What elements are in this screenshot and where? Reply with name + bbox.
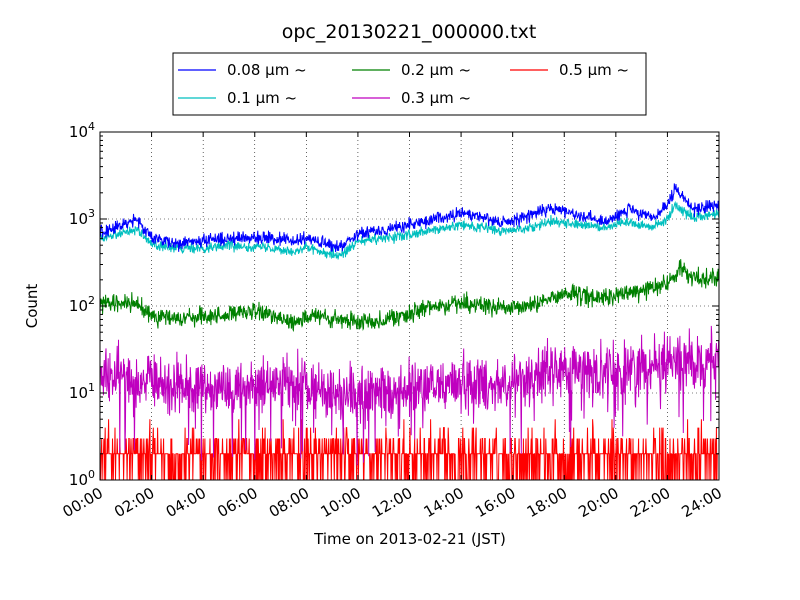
series-line bbox=[100, 325, 719, 466]
legend: 0.08 μm ~ 0.1 μm ~ 0.2 μm ~ 0.3 μm ~ 0.5 μm … bbox=[172, 52, 647, 116]
y-axis-tick-labels: 100 101 102 103 104 bbox=[69, 120, 95, 489]
y-tick-label: 102 bbox=[69, 294, 95, 315]
legend-label: 0.3 μm ~ bbox=[401, 89, 471, 107]
series-line bbox=[100, 419, 719, 480]
y-tick-label: 103 bbox=[69, 207, 95, 228]
x-axis-label: Time on 2013-02-21 (JST) bbox=[313, 530, 506, 548]
y-tick-label: 104 bbox=[69, 120, 95, 141]
y-tick-label: 100 bbox=[69, 468, 95, 489]
series-line bbox=[100, 259, 719, 333]
y-axis-label: Count bbox=[23, 284, 41, 329]
series-line bbox=[100, 183, 719, 253]
y-tick-label: 101 bbox=[69, 381, 95, 402]
legend-label: 0.08 μm ~ bbox=[227, 61, 307, 79]
legend-frame bbox=[172, 52, 647, 116]
legend-label: 0.5 μm ~ bbox=[559, 61, 629, 79]
legend-label: 0.2 μm ~ bbox=[401, 61, 471, 79]
chart-title: opc_20130221_000000.txt bbox=[282, 21, 537, 43]
series-layer bbox=[100, 183, 719, 480]
series-line bbox=[100, 200, 719, 260]
axis-ticks bbox=[99, 131, 720, 481]
legend-label: 0.1 μm ~ bbox=[227, 89, 297, 107]
